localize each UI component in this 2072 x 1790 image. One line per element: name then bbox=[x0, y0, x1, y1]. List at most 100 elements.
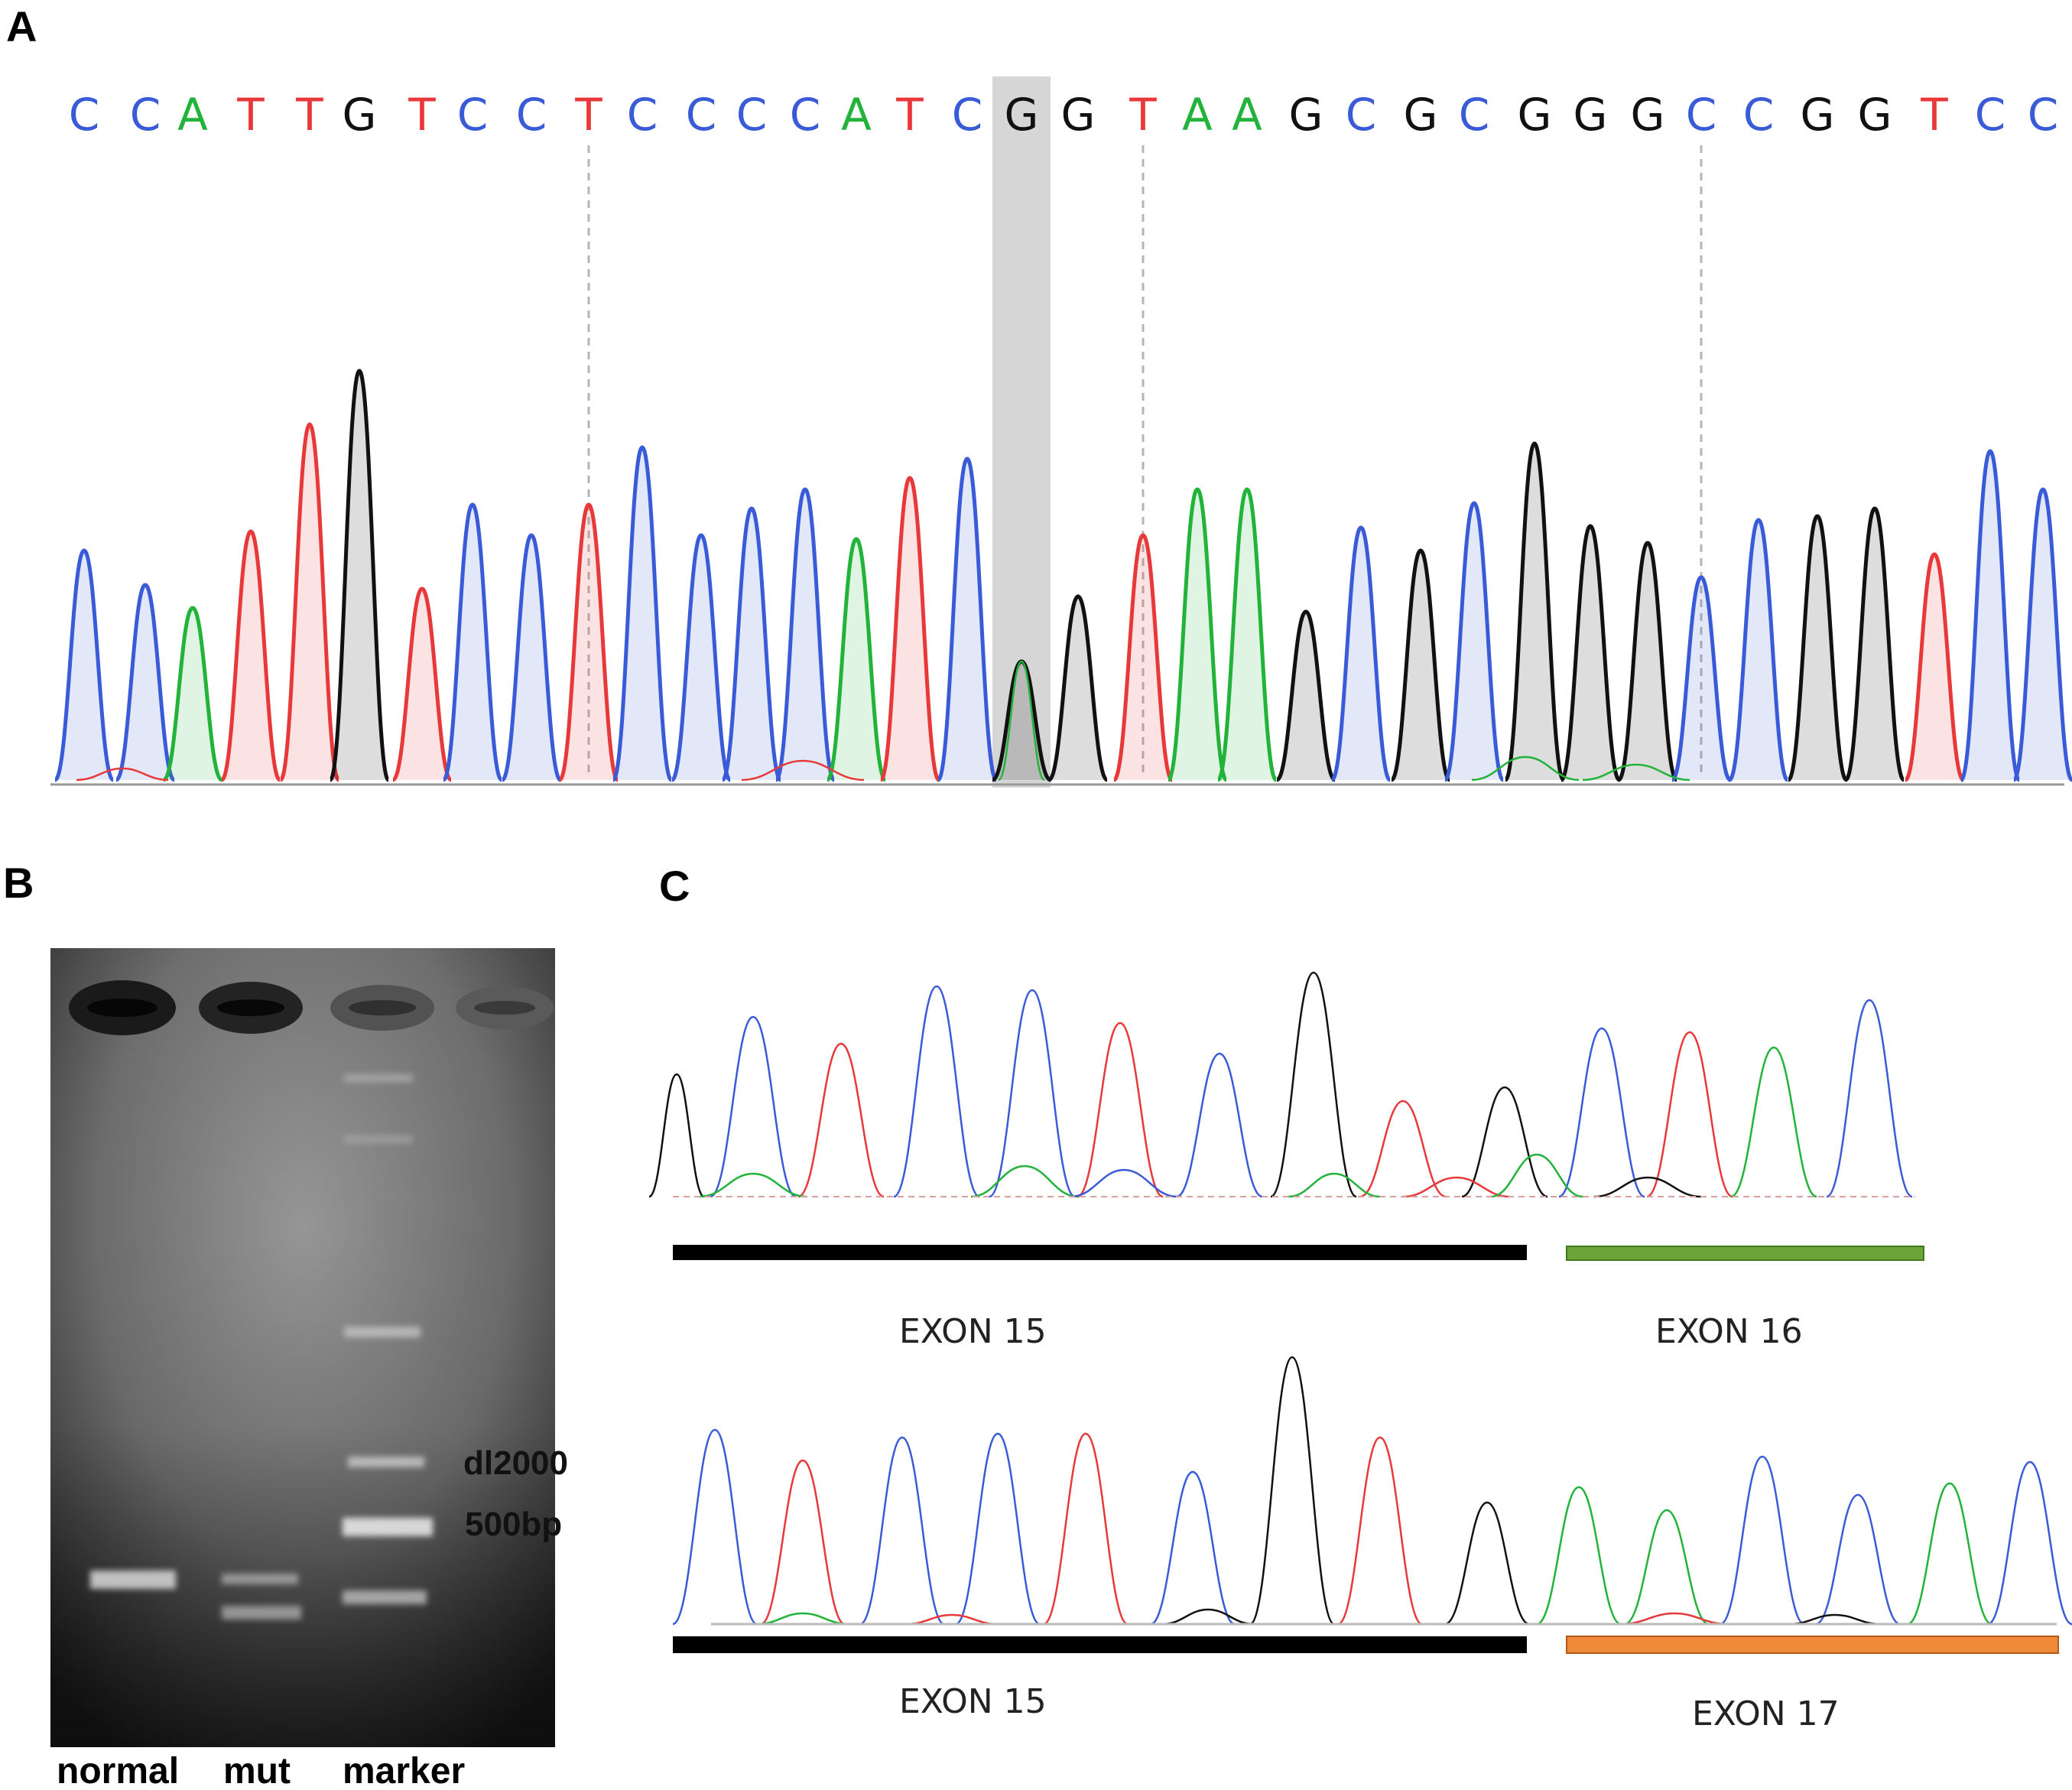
peak-T-fill bbox=[1114, 535, 1172, 780]
peak-C bbox=[1670, 575, 1733, 782]
peak-G bbox=[648, 1073, 705, 1198]
highlight-column bbox=[992, 76, 1051, 788]
peak-G bbox=[1559, 524, 1622, 782]
base-call-T: T bbox=[1920, 89, 1948, 141]
peak-G-fill bbox=[1846, 508, 1904, 780]
peak-T bbox=[878, 476, 941, 782]
peak-C bbox=[114, 583, 177, 782]
base-call-C: C bbox=[952, 89, 983, 141]
ladder-band bbox=[343, 1590, 427, 1604]
peak-C bbox=[53, 548, 115, 782]
base-call-A: A bbox=[1232, 89, 1262, 141]
peak-C bbox=[859, 1436, 945, 1626]
peak-C bbox=[1330, 525, 1392, 782]
peak-C-fill bbox=[443, 505, 502, 780]
panel-c-letter: C bbox=[659, 862, 690, 910]
peak-C bbox=[1176, 1052, 1263, 1198]
gel-shade bbox=[50, 948, 555, 1747]
peak-T bbox=[1112, 533, 1174, 782]
peak-T bbox=[1646, 1031, 1733, 1198]
base-call-G: G bbox=[1573, 89, 1608, 141]
peak-G-fill bbox=[1788, 516, 1846, 780]
base-call-A: A bbox=[1182, 89, 1213, 141]
peak-G bbox=[1444, 1501, 1530, 1626]
noise-peak bbox=[741, 759, 865, 781]
base-call-A: A bbox=[177, 89, 208, 141]
peak-A bbox=[1166, 487, 1229, 782]
peak-T bbox=[1043, 1432, 1129, 1626]
base-call-G: G bbox=[1061, 89, 1096, 141]
trace-top bbox=[648, 971, 1913, 1198]
peak-A-fill bbox=[164, 608, 222, 780]
peak-T bbox=[797, 1042, 885, 1198]
marker-ladder bbox=[343, 1074, 433, 1604]
ladder-band bbox=[344, 1327, 421, 1337]
peak-C bbox=[611, 445, 674, 782]
sample-bands bbox=[90, 1571, 301, 1619]
base-call-G: G bbox=[1005, 89, 1039, 141]
panel-b-letter: B bbox=[3, 859, 34, 907]
noise-peak bbox=[756, 1612, 849, 1626]
peak-C-fill bbox=[116, 585, 174, 780]
peak-T bbox=[391, 586, 453, 782]
peak-T-fill bbox=[881, 478, 939, 780]
peak-G bbox=[1616, 541, 1679, 782]
peak-A-fill bbox=[1218, 489, 1276, 780]
noise-peak bbox=[1620, 1612, 1729, 1626]
peak-C bbox=[989, 989, 1076, 1198]
noise-peak bbox=[1161, 1608, 1255, 1626]
peak-C bbox=[720, 506, 783, 782]
peak-T-fill bbox=[1905, 554, 1963, 780]
ladder-band-500bp bbox=[343, 1518, 433, 1536]
trace-layer bbox=[53, 369, 2072, 782]
wells bbox=[69, 980, 554, 1035]
base-call-C: C bbox=[1743, 89, 1775, 141]
peak-C bbox=[710, 1015, 797, 1198]
exon16-bar bbox=[1566, 1246, 1924, 1261]
base-call-C: C bbox=[790, 89, 821, 141]
base-call-T: T bbox=[236, 89, 265, 141]
peak-G-fill bbox=[330, 371, 388, 780]
band-normal bbox=[90, 1571, 176, 1589]
peak-T bbox=[1077, 1022, 1164, 1198]
peak-C bbox=[1826, 999, 1913, 1198]
peak-A bbox=[1536, 1486, 1622, 1626]
peak-G-fill bbox=[1561, 526, 1619, 780]
base-call-G: G bbox=[1289, 89, 1323, 141]
peak-C bbox=[500, 533, 563, 782]
peak-G-fill bbox=[1277, 612, 1335, 780]
marker-label-500bp: 500bp bbox=[465, 1506, 562, 1543]
peak-C-fill bbox=[2014, 489, 2072, 780]
base-call-C: C bbox=[69, 89, 100, 141]
peak-C bbox=[1558, 1027, 1645, 1198]
peak-A-fill bbox=[1168, 489, 1226, 780]
noise-peak bbox=[1582, 763, 1690, 781]
noise-peak bbox=[1288, 1172, 1381, 1198]
lane-label-normal: normal bbox=[57, 1751, 179, 1790]
peak-C-fill bbox=[1332, 528, 1390, 780]
peak-C bbox=[2012, 487, 2072, 782]
peak-A bbox=[1907, 1482, 1992, 1626]
exon15-bar-bottom bbox=[673, 1636, 1527, 1653]
peak-G-fill bbox=[1049, 596, 1107, 780]
noise-peak bbox=[1490, 1153, 1583, 1198]
peak-C bbox=[1150, 1470, 1236, 1626]
peak-G-fill bbox=[1505, 443, 1564, 780]
peak-C bbox=[955, 1432, 1041, 1626]
peak-T bbox=[1359, 1100, 1447, 1198]
base-call-C: C bbox=[1686, 89, 1717, 141]
exon-label-bottom-right: EXON 17 bbox=[1692, 1694, 1840, 1733]
peak-C bbox=[1959, 449, 2022, 782]
base-call-G: G bbox=[343, 89, 377, 141]
lane-label-mut: mut bbox=[223, 1751, 291, 1790]
noise-peak bbox=[76, 767, 169, 781]
peak-T-fill bbox=[560, 505, 618, 780]
peak-G bbox=[1461, 1086, 1548, 1198]
base-call-T: T bbox=[1129, 89, 1157, 141]
peak-C bbox=[936, 456, 999, 782]
peak-C-fill bbox=[613, 447, 671, 780]
base-call-C: C bbox=[130, 89, 161, 141]
base-call-G: G bbox=[1858, 89, 1892, 141]
